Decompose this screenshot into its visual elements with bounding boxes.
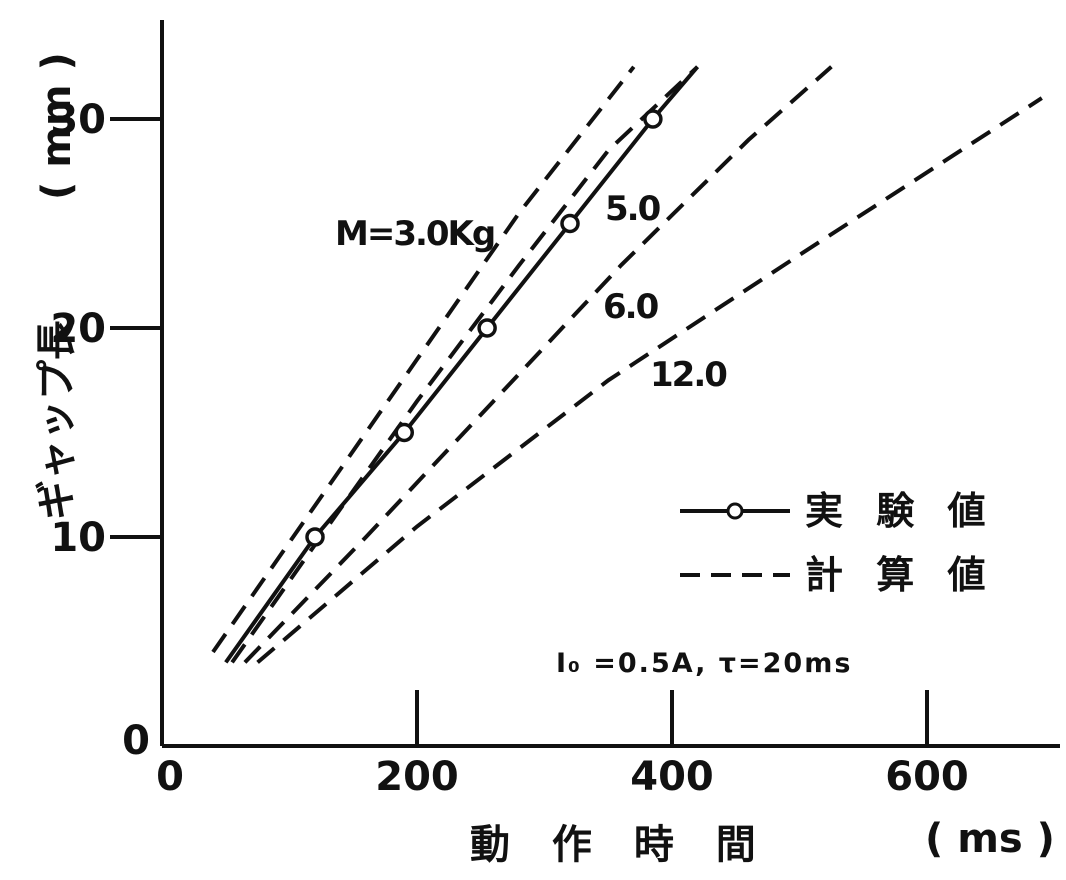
y-tick-label-0: 0	[122, 718, 150, 764]
y-tick-label-10: 10	[50, 515, 106, 561]
legend-marker	[726, 502, 744, 520]
data-point-0-1	[305, 527, 325, 547]
data-point-0-5	[643, 109, 663, 129]
series-line-2	[230, 65, 699, 664]
y-tick-label-30: 30	[50, 97, 106, 143]
series-label-60: 6.0	[603, 287, 659, 327]
series-label-120: 12.0	[650, 355, 727, 395]
y-axis-unit: ( mm )	[34, 52, 80, 200]
y-axis-label: ギャップ長	[34, 319, 80, 520]
y-axis-title: ギャップ長 ( mm )	[34, 52, 80, 520]
legend-label-experimental: 実 験 値	[805, 489, 995, 533]
x-tick-label-400: 400	[630, 754, 714, 800]
condition-annotation: I₀ =0.5A, τ=20ms	[556, 648, 852, 679]
series-line-4	[256, 96, 1043, 664]
series-label-m30: M=3.0Kg	[335, 214, 494, 254]
y-tick-label-20: 20	[50, 306, 106, 352]
data-point-0-3	[477, 318, 497, 338]
data-point-0-4	[560, 213, 580, 234]
x-axis-unit: ( ms )	[925, 816, 1055, 862]
x-axis-label: 動 作 時 間	[470, 822, 770, 868]
legend-label-calculated: 計 算 値	[805, 553, 995, 597]
x-tick-label-600: 600	[885, 754, 969, 800]
series-label-50: 5.0	[605, 189, 661, 229]
x-tick-label-200: 200	[375, 754, 459, 800]
data-point-0-2	[394, 422, 414, 443]
legend: 実 験 値 計 算 値	[680, 489, 995, 597]
series-line-1	[211, 65, 636, 654]
x-tick-label-0: 0	[156, 754, 184, 800]
series-line-3	[243, 65, 833, 664]
